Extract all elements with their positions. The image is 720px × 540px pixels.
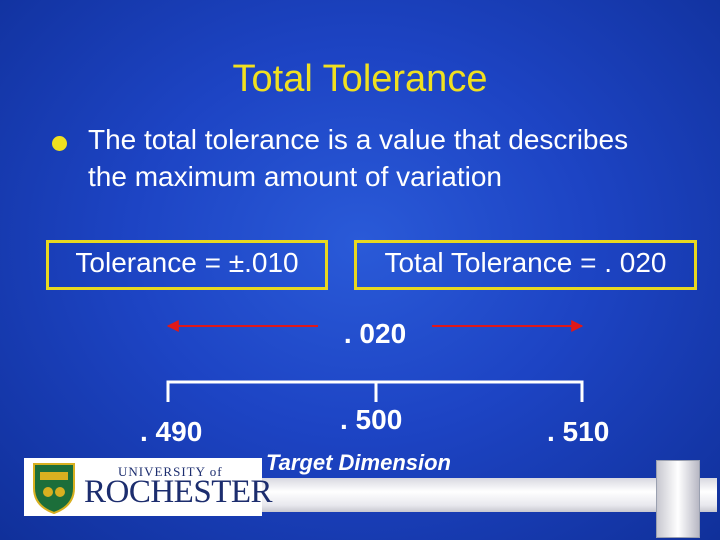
university-logo: UNIVERSITY of ROCHESTER	[24, 458, 273, 516]
bullet-dot-icon	[52, 136, 67, 151]
slide-title: Total Tolerance	[232, 58, 488, 100]
low-limit-value: . 490	[140, 416, 203, 447]
target-dimension-label: Target Dimension	[266, 450, 451, 475]
bullet-text: The total tolerance is a value that desc…	[88, 124, 629, 192]
tolerance-box: Tolerance = ±.010	[46, 240, 328, 290]
high-limit-value: . 510	[547, 416, 610, 447]
university-seal-icon	[33, 463, 75, 515]
bottom-strip	[262, 478, 717, 512]
logo-line2: ROCHESTER	[84, 474, 273, 510]
target-value: . 500	[340, 404, 403, 435]
logo-line1: UNIVERSITY of	[118, 464, 223, 479]
scroll-handle[interactable]	[656, 460, 700, 538]
total-tolerance-box: Total Tolerance = . 020	[354, 240, 697, 290]
range-label: . 020	[343, 318, 407, 349]
